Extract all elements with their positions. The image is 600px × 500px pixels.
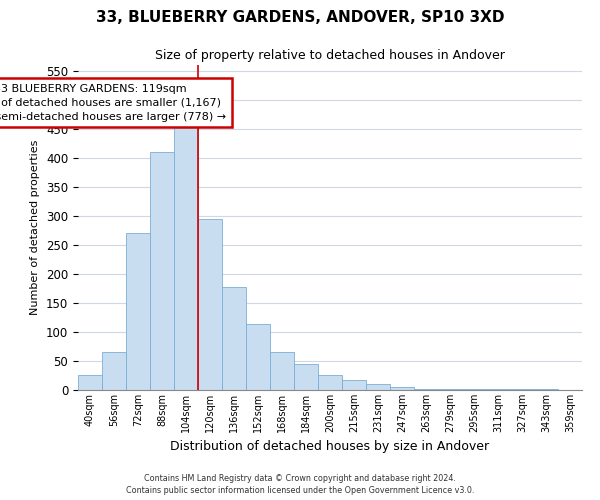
Bar: [102, 352, 126, 390]
Bar: [414, 389, 438, 390]
Bar: [222, 286, 246, 390]
Bar: [126, 234, 150, 390]
Bar: [438, 389, 462, 390]
Y-axis label: Number of detached properties: Number of detached properties: [31, 140, 40, 315]
Text: Contains HM Land Registry data © Crown copyright and database right 2024.
Contai: Contains HM Land Registry data © Crown c…: [126, 474, 474, 495]
Bar: [294, 364, 318, 390]
Text: 33 BLUEBERRY GARDENS: 119sqm
← 59% of detached houses are smaller (1,167)
40% of: 33 BLUEBERRY GARDENS: 119sqm ← 59% of de…: [0, 84, 227, 122]
Bar: [318, 376, 342, 390]
Text: 33, BLUEBERRY GARDENS, ANDOVER, SP10 3XD: 33, BLUEBERRY GARDENS, ANDOVER, SP10 3XD: [96, 10, 504, 25]
Bar: [150, 152, 174, 390]
Bar: [270, 352, 294, 390]
Title: Size of property relative to detached houses in Andover: Size of property relative to detached ho…: [155, 50, 505, 62]
Bar: [246, 324, 270, 390]
Bar: [78, 376, 102, 390]
Bar: [342, 380, 366, 390]
Bar: [198, 219, 222, 390]
Bar: [390, 387, 414, 390]
X-axis label: Distribution of detached houses by size in Andover: Distribution of detached houses by size …: [170, 440, 490, 454]
Bar: [366, 384, 390, 390]
Bar: [174, 126, 198, 390]
